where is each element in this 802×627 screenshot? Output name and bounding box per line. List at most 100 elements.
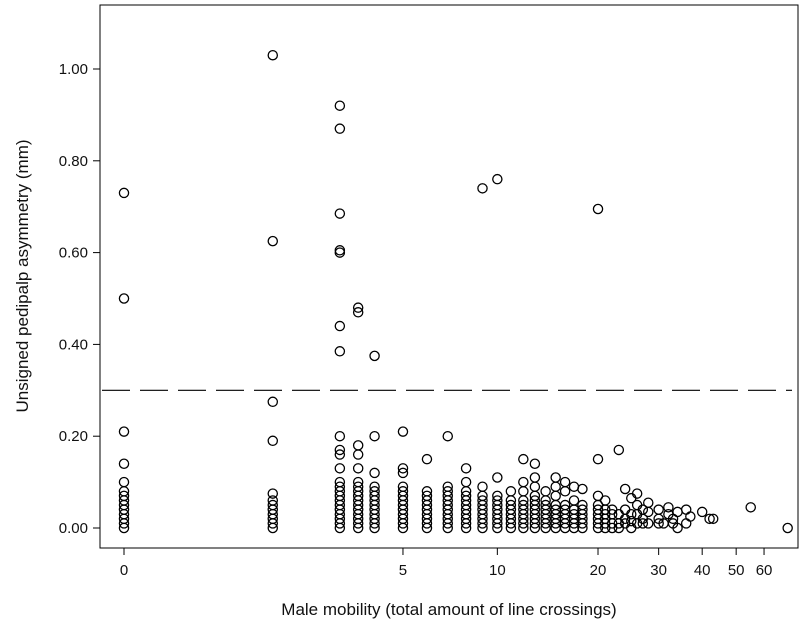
data-point: [397, 463, 409, 474]
data-point: [685, 511, 696, 522]
data-point: [626, 515, 637, 527]
data-point: [442, 430, 454, 442]
data-point: [577, 483, 588, 495]
data-point: [118, 293, 130, 304]
data-point: [600, 495, 611, 506]
data-point: [672, 522, 683, 534]
data-point: [352, 522, 364, 534]
data-point: [118, 518, 130, 529]
data-point: [369, 430, 380, 442]
data-point: [267, 49, 279, 61]
data-point: [397, 426, 409, 437]
data-point: [477, 518, 488, 529]
data-point: [352, 307, 364, 318]
data-point: [619, 504, 631, 515]
data-point: [477, 522, 488, 534]
data-point: [559, 486, 571, 497]
data-point: [334, 247, 346, 258]
data-point: [118, 522, 130, 534]
data-point: [626, 522, 637, 534]
data-point: [550, 490, 561, 502]
data-point: [369, 350, 380, 362]
data-point: [568, 518, 580, 529]
data-point: [505, 486, 517, 497]
data-point: [352, 449, 364, 460]
x-tick-label: 10: [489, 562, 506, 579]
data-point: [568, 522, 580, 534]
data-point: [626, 508, 637, 520]
data-point: [267, 435, 279, 447]
x-tick-label: 20: [590, 562, 607, 579]
data-point: [540, 522, 551, 534]
data-point: [352, 463, 364, 474]
data-point: [267, 488, 279, 499]
data-point: [529, 472, 541, 483]
data-point: [637, 518, 649, 529]
data-point: [672, 506, 683, 518]
y-tick-label: 0.60: [59, 245, 88, 262]
data-point: [267, 522, 279, 534]
data-point: [631, 488, 643, 499]
data-point: [568, 495, 580, 506]
data-point: [559, 476, 571, 488]
y-tick-label: 1.00: [59, 61, 88, 78]
data-point: [619, 483, 631, 495]
data-point: [442, 522, 454, 534]
data-point: [477, 183, 488, 194]
data-point: [518, 476, 529, 488]
data-point: [529, 458, 541, 469]
data-point: [577, 518, 588, 529]
data-point: [421, 522, 433, 534]
x-tick-label: 50: [728, 562, 745, 579]
data-point: [653, 518, 664, 529]
data-point: [460, 522, 472, 534]
y-axis: 0.00 0.20 0.40 0.60 0.80 1.00: [59, 61, 100, 537]
data-point: [505, 518, 517, 529]
data-point: [492, 522, 503, 534]
data-point: [782, 522, 793, 534]
data-point: [704, 513, 715, 525]
data-point: [334, 444, 346, 456]
data-point: [334, 100, 346, 111]
data-point: [421, 453, 433, 465]
x-tick-label: 0: [120, 562, 128, 579]
data-point: [663, 502, 674, 513]
data-point: [334, 518, 346, 529]
data-point: [352, 440, 364, 451]
data-point: [492, 173, 503, 185]
data-point: [334, 430, 346, 442]
data-point: [477, 481, 488, 492]
data-point: [529, 518, 541, 529]
data-point: [397, 518, 409, 529]
data-point: [518, 486, 529, 497]
data-point: [397, 522, 409, 534]
y-tick-label: 0.20: [59, 428, 88, 445]
y-tick-label: 0.00: [59, 520, 88, 537]
data-point: [550, 472, 561, 483]
data-point: [334, 522, 346, 534]
data-point: [352, 302, 364, 313]
data-point: [334, 449, 346, 460]
data-point: [369, 522, 380, 534]
data-point: [118, 476, 130, 488]
data-point: [653, 504, 664, 515]
data-point: [352, 518, 364, 529]
data-point: [118, 187, 130, 199]
data-point: [334, 123, 346, 134]
data-point: [397, 467, 409, 479]
data-point: [592, 453, 604, 465]
data-point: [505, 522, 517, 534]
x-tick-label: 40: [694, 562, 711, 579]
data-point: [369, 467, 380, 479]
data-point: [334, 463, 346, 474]
data-point: [540, 486, 551, 497]
data-point: [492, 518, 503, 529]
data-point: [592, 518, 604, 529]
data-point: [529, 481, 541, 492]
data-point: [118, 426, 130, 437]
x-axis: 0 5 10 20 30 40 50 60: [120, 548, 772, 579]
data-point: [267, 518, 279, 529]
data-point: [568, 481, 580, 492]
data-point: [643, 506, 654, 518]
